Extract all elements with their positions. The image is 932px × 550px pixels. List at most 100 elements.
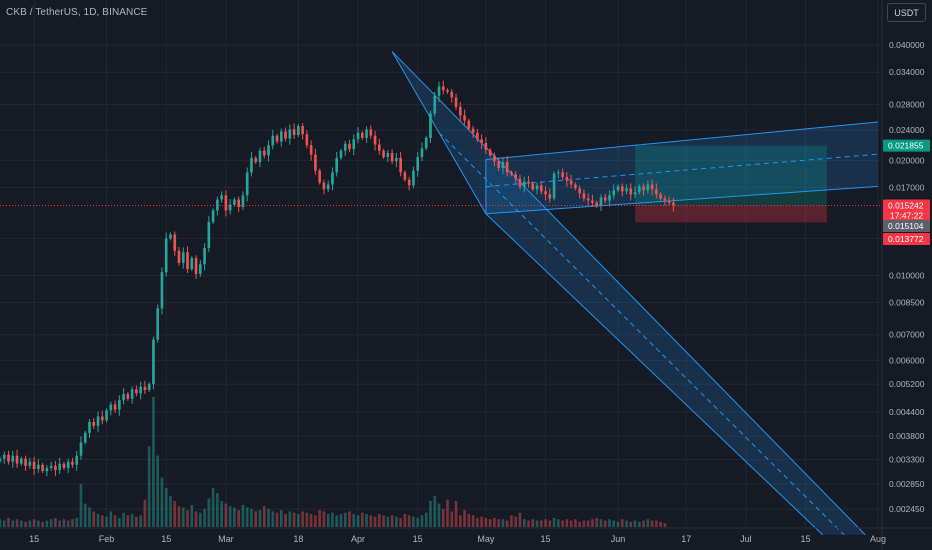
candle-body (297, 125, 300, 135)
candle-body (382, 150, 385, 158)
volume-bar (484, 517, 488, 527)
volume-bar (633, 520, 637, 527)
candle-body (62, 463, 66, 468)
volume-bar (292, 512, 296, 527)
volume-bar (356, 515, 360, 527)
y-tick-label: 0.020000 (889, 155, 925, 165)
candle-body (258, 150, 262, 163)
volume-bar (100, 515, 104, 527)
volume-bar (650, 520, 654, 527)
candle-body (194, 258, 198, 274)
candle-body (603, 197, 607, 201)
candle-body (271, 135, 275, 146)
candle-body (501, 162, 505, 169)
volume-bar (314, 515, 317, 527)
y-tick-label: 0.010000 (889, 270, 925, 280)
y-tick-label: 0.003300 (889, 455, 925, 465)
candle-body (190, 258, 194, 269)
long-position-tool[interactable] (635, 145, 827, 223)
volume-bar (322, 511, 326, 527)
volume-bar (510, 515, 513, 527)
candle-body (608, 195, 611, 201)
volume-bar (28, 520, 32, 527)
volume-bar (386, 516, 390, 527)
candle-body (88, 421, 91, 433)
x-tick-label: 15 (413, 534, 423, 544)
y-tick-label: 0.008500 (889, 297, 925, 307)
volume-bar (505, 520, 509, 527)
candle-body (45, 467, 49, 472)
volume-bar (625, 520, 628, 527)
volume-bar (433, 495, 437, 527)
volume-bar (539, 520, 543, 527)
candle-body (650, 184, 654, 190)
candle-body (574, 184, 577, 189)
volume-bar (493, 517, 496, 527)
candle-body (420, 148, 424, 158)
candle-body (109, 404, 113, 411)
candle-body (565, 176, 569, 181)
candle-body (386, 153, 390, 158)
volume-bar (233, 507, 236, 527)
candle-body (484, 143, 488, 150)
volume-bar (352, 514, 356, 527)
candle-body (96, 416, 100, 427)
ascending-channel-upper-line (485, 121, 879, 161)
candle-body (552, 173, 556, 199)
volume-bar (190, 504, 194, 527)
candle-body (164, 238, 168, 273)
candle-body (672, 202, 675, 206)
volume-bar (143, 499, 147, 527)
currency-badge[interactable]: USDT (887, 3, 926, 22)
volume-bar (301, 511, 304, 527)
candle-body (241, 195, 245, 208)
x-tick-label: Mar (218, 534, 234, 544)
volume-bar (2, 520, 6, 527)
volume-bar (458, 515, 462, 527)
candle-body (655, 189, 658, 195)
x-tick-label: Feb (99, 534, 115, 544)
candle-body (412, 170, 415, 186)
volume-bar (279, 510, 283, 527)
y-tick-label: 0.007000 (889, 330, 925, 340)
volume-bar (75, 517, 79, 527)
candle-body (147, 384, 151, 390)
candle-body (326, 184, 330, 190)
candle-body (616, 186, 620, 191)
candle-body (407, 179, 411, 186)
price-label-text: 0.015104 (888, 221, 924, 231)
candle-body (250, 157, 253, 173)
volume-bar (476, 517, 479, 527)
price-label-text: 0.021855 (888, 141, 924, 151)
candle-body (169, 234, 172, 239)
ascending-channel-lower-line (485, 185, 879, 215)
candle-body (292, 129, 296, 135)
volume-bar (262, 506, 266, 527)
candle-body (369, 129, 373, 136)
volume-bar (224, 503, 228, 527)
candle-body (160, 272, 164, 309)
candle-body (288, 129, 292, 139)
x-tick-label: Apr (351, 534, 365, 544)
volume-bar (591, 519, 594, 527)
candle-body (216, 199, 219, 211)
volume-bar (620, 519, 624, 527)
candle-body (591, 200, 594, 203)
candle-body (497, 161, 500, 169)
candle-body (211, 210, 215, 222)
candle-body (181, 252, 185, 263)
volume-bar (437, 503, 441, 527)
volume-bar (318, 510, 321, 527)
candle-body (663, 198, 667, 201)
x-tick-label: Jun (611, 534, 626, 544)
volume-bar (198, 512, 202, 527)
volume-bar (552, 517, 556, 527)
candle-body (267, 145, 270, 156)
y-tick-label: 0.004400 (889, 407, 925, 417)
candle-body (633, 192, 637, 195)
volume-bar (297, 514, 300, 527)
price-label-box (883, 233, 930, 245)
candle-body (531, 183, 535, 190)
